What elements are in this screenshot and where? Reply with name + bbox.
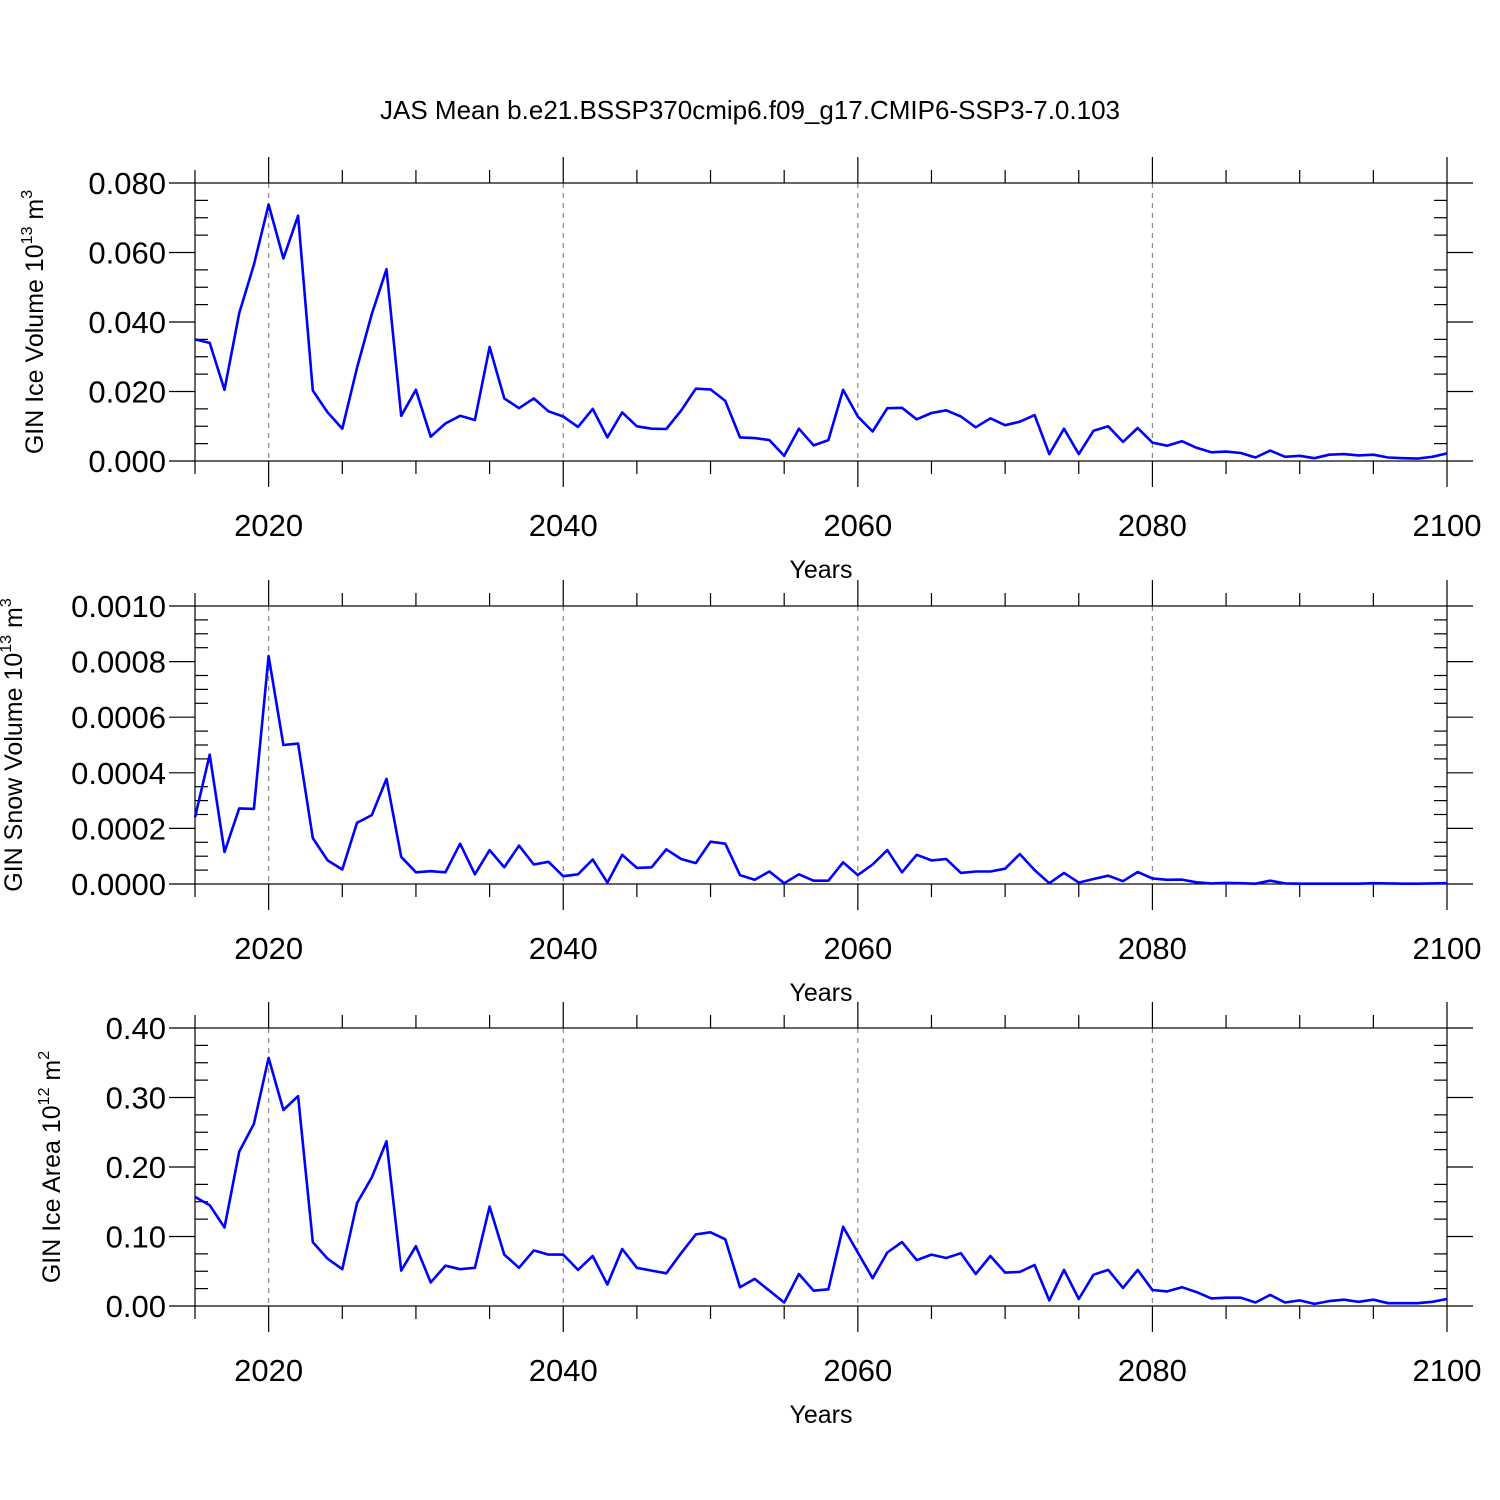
panel-ice-volume-tick-labels: 2020 2040 2060 2080 2100 0.000 0.020 0.040 0.060… bbox=[88, 166, 1481, 543]
y-tick-label: 0.060 bbox=[88, 236, 166, 271]
ice-area-x-axis-label: Years bbox=[789, 1401, 852, 1429]
x-tick-label: 2100 bbox=[1413, 1353, 1482, 1388]
x-tick-label: 2040 bbox=[529, 931, 598, 966]
panel-snow-volume: 2020 2040 2060 2080 2100 0.0000 0.0002 0.0004 0.… bbox=[0, 580, 1481, 1007]
panel-snow-volume-grid bbox=[268, 606, 1154, 884]
ice-volume-y-axis-label: GIN Ice Volume 1013 m3 bbox=[19, 190, 49, 454]
x-tick-label: 2020 bbox=[234, 1353, 303, 1388]
snow-volume-y-axis-label: GIN Snow Volume 1013 m3 bbox=[0, 598, 28, 892]
y-tick-label: 0.000 bbox=[88, 444, 166, 479]
ice-area-y-axis-label: GIN Ice Area 1012 m2 bbox=[36, 1051, 66, 1283]
panel-snow-volume-frame bbox=[194, 605, 1448, 885]
x-tick-label: 2040 bbox=[529, 1353, 598, 1388]
y-tick-label: 0.040 bbox=[88, 305, 166, 340]
panel-ice-area-grid bbox=[268, 1028, 1154, 1306]
panel-ice-area-ticks bbox=[169, 1002, 1473, 1332]
panel-ice-volume-grid bbox=[268, 183, 1154, 461]
y-tick-label: 0.0006 bbox=[71, 700, 166, 735]
panel-ice-volume: 2020 2040 2060 2080 2100 0.000 0.020 0.040 0.060… bbox=[19, 157, 1481, 584]
x-tick-label: 2020 bbox=[234, 931, 303, 966]
y-tick-label: 0.40 bbox=[106, 1011, 166, 1046]
x-tick-label: 2040 bbox=[529, 508, 598, 543]
panel-ice-volume-ticks bbox=[169, 157, 1473, 487]
y-tick-label: 0.080 bbox=[88, 166, 166, 201]
ice-volume-x-axis-label: Years bbox=[789, 556, 852, 584]
x-tick-label: 2060 bbox=[823, 1353, 892, 1388]
y-tick-label: 0.30 bbox=[106, 1081, 166, 1116]
y-tick-label: 0.20 bbox=[106, 1150, 166, 1185]
figure-title: JAS Mean b.e21.BSSP370cmip6.f09_g17.CMIP… bbox=[380, 95, 1120, 125]
y-tick-label: 0.0004 bbox=[71, 756, 166, 791]
x-tick-label: 2100 bbox=[1413, 508, 1482, 543]
ice-volume-line bbox=[194, 203, 1448, 460]
x-tick-label: 2060 bbox=[823, 508, 892, 543]
x-tick-label: 2020 bbox=[234, 508, 303, 543]
y-tick-label: 0.0010 bbox=[71, 589, 166, 624]
panel-ice-area-tick-labels: 2020 2040 2060 2080 2100 0.00 0.10 0.20 0.30 0.40 bbox=[106, 1011, 1482, 1388]
snow-volume-x-axis-label: Years bbox=[789, 979, 852, 1007]
y-tick-label: 0.020 bbox=[88, 375, 166, 410]
panel-snow-volume-tick-labels: 2020 2040 2060 2080 2100 0.0000 0.0002 0.0004 0.… bbox=[71, 589, 1481, 966]
x-tick-label: 2080 bbox=[1118, 508, 1187, 543]
panel-ice-area: 2020 2040 2060 2080 2100 0.00 0.10 0.20 0.30 0.40… bbox=[36, 1002, 1481, 1429]
panel-ice-area-frame bbox=[194, 1027, 1448, 1307]
y-tick-label: 0.10 bbox=[106, 1220, 166, 1255]
y-tick-label: 0.0002 bbox=[71, 811, 166, 846]
x-tick-label: 2060 bbox=[823, 931, 892, 966]
y-tick-label: 0.00 bbox=[106, 1289, 166, 1324]
y-tick-label: 0.0000 bbox=[71, 867, 166, 902]
panel-snow-volume-ticks bbox=[169, 580, 1473, 910]
x-tick-label: 2100 bbox=[1413, 931, 1482, 966]
snow-volume-line bbox=[193, 654, 1448, 885]
x-tick-label: 2080 bbox=[1118, 1353, 1187, 1388]
x-tick-label: 2080 bbox=[1118, 931, 1187, 966]
panel-ice-volume-frame bbox=[194, 182, 1448, 462]
y-tick-label: 0.0008 bbox=[71, 645, 166, 680]
ice-area-line bbox=[194, 1056, 1448, 1306]
